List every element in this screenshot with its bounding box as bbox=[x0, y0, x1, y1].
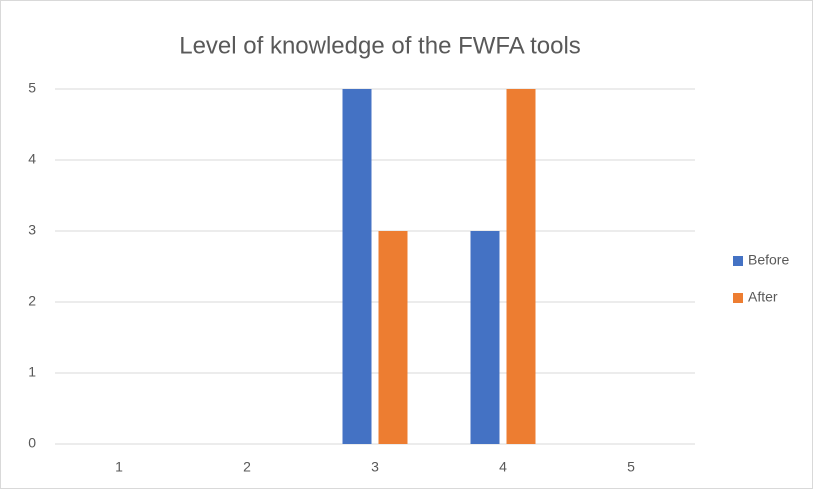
x-tick-label: 5 bbox=[627, 459, 635, 475]
y-tick-label: 5 bbox=[28, 80, 36, 96]
chart-title: Level of knowledge of the FWFA tools bbox=[179, 32, 581, 59]
bar bbox=[378, 231, 408, 444]
x-tick-label: 1 bbox=[115, 459, 123, 475]
bar bbox=[470, 231, 500, 444]
y-tick-label: 1 bbox=[28, 364, 36, 380]
y-tick-label: 3 bbox=[28, 222, 36, 238]
y-tick-label: 4 bbox=[28, 151, 36, 167]
x-tick-label: 4 bbox=[499, 459, 507, 475]
legend-swatch bbox=[733, 256, 743, 266]
legend-label: After bbox=[748, 289, 778, 305]
bar bbox=[342, 89, 372, 444]
legend-swatch bbox=[733, 293, 743, 303]
x-tick-label: 2 bbox=[243, 459, 251, 475]
legend-label: Before bbox=[748, 252, 789, 268]
y-tick-label: 2 bbox=[28, 293, 36, 309]
bar bbox=[506, 89, 536, 444]
y-tick-label: 0 bbox=[28, 435, 36, 451]
x-tick-label: 3 bbox=[371, 459, 379, 475]
